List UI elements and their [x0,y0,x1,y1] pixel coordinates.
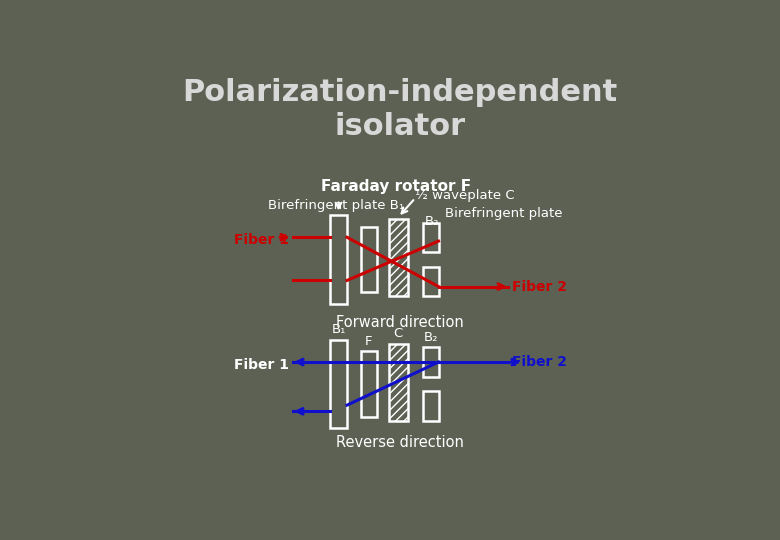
Text: ½ waveplate C: ½ waveplate C [415,189,515,202]
Text: F: F [365,335,373,348]
Text: Fiber 1: Fiber 1 [234,233,289,247]
Bar [423,392,438,421]
Text: C: C [394,327,402,340]
Text: Fiber 1: Fiber 1 [234,358,289,372]
Text: B₂: B₂ [424,331,438,344]
Text: B₂: B₂ [424,215,439,228]
Bar [423,267,438,296]
Bar [423,347,438,377]
Bar [389,343,407,421]
Text: Polarization-independent
isolator: Polarization-independent isolator [182,78,618,141]
Bar [389,219,407,296]
Text: Birefringent plate: Birefringent plate [445,207,562,220]
Text: Reverse direction: Reverse direction [336,435,463,450]
Bar [330,340,347,428]
Bar [361,226,377,292]
Text: Faraday rotator F: Faraday rotator F [321,179,471,194]
Text: B₁: B₁ [332,323,346,336]
Bar [423,222,438,252]
Text: Fiber 2: Fiber 2 [512,355,567,369]
Text: Fiber 2: Fiber 2 [512,280,567,294]
Text: Birefringent plate B₁: Birefringent plate B₁ [268,199,404,212]
Text: Forward direction: Forward direction [336,315,463,330]
Bar [361,351,377,417]
Bar [330,215,347,303]
